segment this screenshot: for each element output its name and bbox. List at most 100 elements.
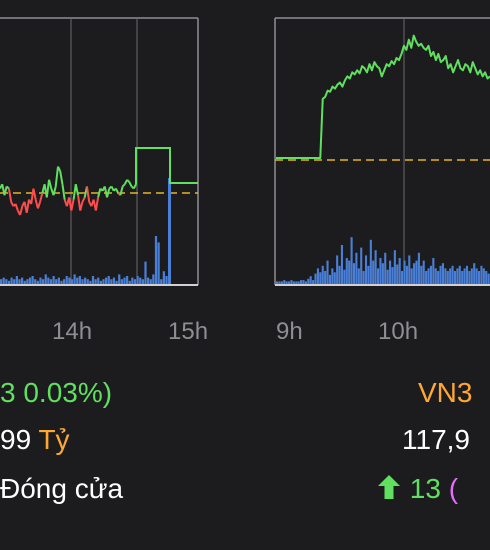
left-status-text: Đóng cửa: [0, 473, 124, 504]
volume-bar: [362, 271, 365, 284]
volume-bar: [427, 268, 430, 284]
volume-bar: [136, 276, 139, 284]
left-chart: [0, 17, 199, 286]
volume-bar: [338, 265, 341, 284]
volume-bar: [147, 277, 150, 284]
volume-bar: [295, 281, 298, 284]
right-change-number: 13: [409, 473, 441, 504]
volume-bar: [112, 277, 116, 284]
volume-bar: [152, 274, 155, 284]
volume-bar: [99, 280, 102, 284]
volume-bar: [21, 277, 24, 284]
volume-bar: [39, 277, 42, 284]
volume-bar: [355, 252, 358, 284]
volume-bar: [160, 279, 163, 284]
volume-bar: [0, 279, 3, 284]
volume-bar: [70, 279, 74, 284]
volume-bar: [44, 274, 47, 284]
volume-bar: [300, 280, 303, 284]
volume-bar: [393, 250, 396, 284]
price-segment: [57, 166, 62, 172]
volume-bar: [345, 258, 348, 284]
left-volume-bars: [0, 178, 171, 284]
volume-bar: [23, 280, 26, 284]
right-volume-bars: [276, 237, 490, 284]
volume-bar: [10, 277, 13, 284]
volume-bar: [141, 279, 144, 284]
volume-bar: [441, 263, 445, 284]
volume-bar: [470, 268, 473, 284]
price-segment: [52, 186, 57, 196]
volume-bar: [429, 265, 432, 284]
price-segment: [119, 186, 124, 196]
volume-bar: [444, 268, 447, 284]
volume-bar: [285, 281, 288, 284]
right-change-paren: (: [448, 473, 459, 504]
volume-bar: [374, 250, 377, 284]
left-time-label-14h: 14h: [52, 318, 93, 345]
right-time-label-9h: 9h: [276, 318, 303, 345]
left-time-label-15h: 15h: [168, 318, 209, 345]
volume-bar: [165, 276, 168, 284]
volume-bar: [276, 281, 279, 284]
volume-bar: [350, 237, 353, 284]
volume-bar: [292, 281, 295, 284]
volume-bar: [47, 277, 50, 284]
volume-bar: [97, 277, 100, 284]
volume-bar: [36, 280, 39, 284]
volume-bar: [162, 271, 165, 284]
price-segment: [19, 205, 24, 216]
volume-bar: [63, 279, 66, 284]
volume-bar: [288, 281, 291, 284]
volume-bar: [384, 252, 387, 284]
volume-bar: [86, 279, 89, 284]
price-segment: [39, 192, 44, 203]
volume-bar: [314, 273, 317, 284]
volume-bar: [326, 260, 329, 284]
price-segment: [70, 199, 75, 211]
volume-bar: [133, 279, 137, 284]
volume-bar: [115, 280, 118, 284]
volume-bar: [302, 280, 305, 284]
volume-bar: [348, 260, 351, 284]
volume-bar: [128, 280, 131, 284]
volume-bar: [149, 279, 152, 284]
volume-bar: [422, 260, 425, 284]
volume-bar: [451, 265, 454, 284]
price-segment: [3, 186, 8, 196]
volume-bar: [463, 268, 466, 284]
volume-bar: [15, 276, 18, 284]
volume-bar: [68, 277, 71, 284]
right-price-line: [276, 34, 490, 159]
volume-bar: [120, 279, 123, 284]
volume-bar: [321, 265, 324, 284]
volume-bar: [357, 268, 360, 284]
right-chart: [274, 17, 490, 286]
volume-bar: [376, 268, 380, 284]
volume-bar: [439, 265, 442, 284]
volume-bar: [453, 271, 457, 284]
left-value-unit: Tỷ: [38, 424, 70, 455]
volume-bar: [2, 277, 5, 284]
price-segment: [106, 188, 111, 198]
volume-bar: [26, 279, 29, 284]
volume-bar: [482, 268, 485, 284]
volume-bar: [118, 274, 121, 284]
volume-bar: [352, 263, 356, 284]
price-line: [276, 34, 490, 159]
price-segment: [54, 166, 59, 187]
volume-bar: [307, 278, 310, 284]
volume-bar: [91, 276, 95, 284]
volume-bar: [280, 281, 283, 284]
price-segment: [85, 186, 91, 202]
volume-bar: [7, 280, 11, 284]
price-segment: [128, 181, 133, 187]
left-value-number: 99: [0, 424, 32, 455]
price-segment: [97, 188, 102, 198]
volume-bar: [34, 279, 37, 284]
volume-bar: [123, 277, 126, 284]
volume-bar: [379, 258, 382, 284]
volume-bar: [309, 276, 312, 284]
volume-bar: [381, 263, 384, 284]
volume-bar: [413, 263, 416, 284]
